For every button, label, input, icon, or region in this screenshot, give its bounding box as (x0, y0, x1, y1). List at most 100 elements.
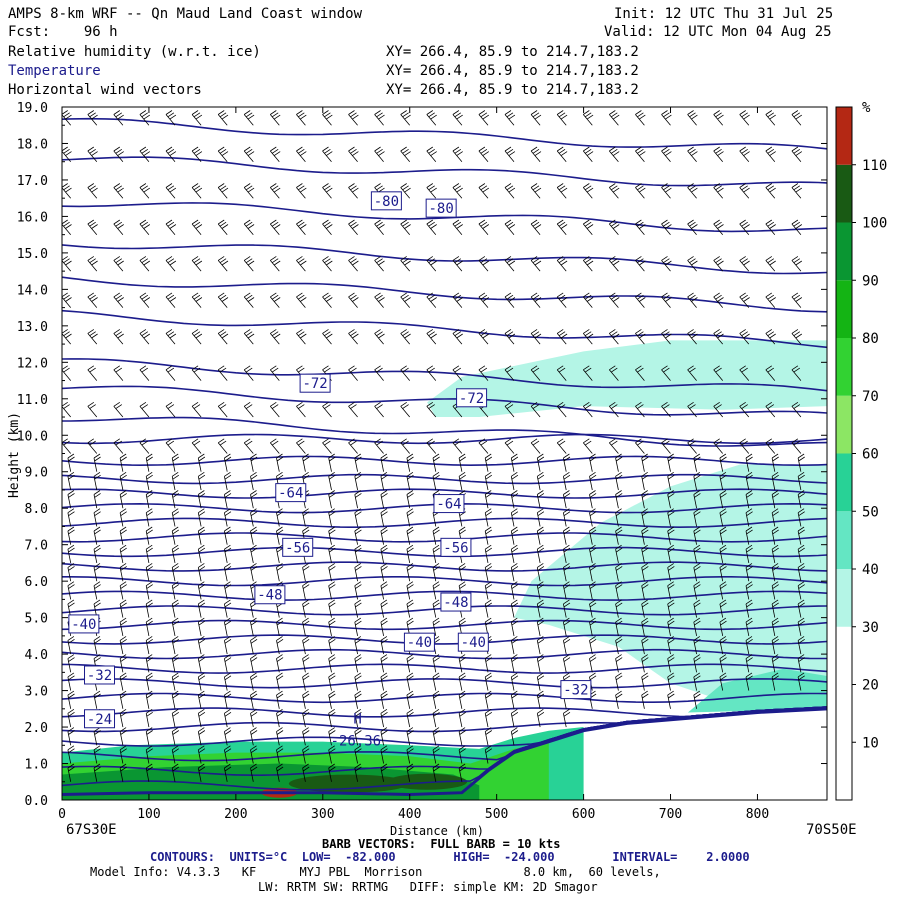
wind-barb (139, 401, 150, 418)
wind-barb (791, 329, 803, 345)
wind-barb (354, 471, 362, 491)
contour-label-box (84, 709, 116, 729)
wind-barb (400, 329, 411, 345)
y-tick-label: 16.0 (17, 210, 48, 225)
wind-barb (348, 365, 358, 381)
wind-barb (139, 329, 151, 345)
isotherm-26 (61, 358, 828, 392)
wind-barb (771, 563, 779, 582)
wind-barb (791, 256, 803, 272)
forecast-hour: Fcst: 96 h (8, 24, 118, 40)
wind-barb (719, 526, 727, 545)
wind-barb (484, 727, 493, 746)
wind-barb (328, 471, 336, 491)
wind-barb (719, 581, 727, 600)
contour-label: -80 (429, 201, 454, 217)
wind-barb (713, 365, 724, 381)
wind-barb (615, 471, 623, 491)
wind-barb (478, 438, 489, 454)
wind-barb (354, 508, 362, 527)
wind-barb (563, 581, 571, 600)
wind-barb (302, 763, 310, 782)
wind-barb (269, 219, 281, 235)
wind-barb (510, 581, 519, 600)
wind-barb (797, 599, 805, 618)
wind-barb (302, 599, 310, 618)
wind-barb (354, 745, 362, 764)
y-tick-label: 1.0 (25, 758, 48, 773)
wind-barb (687, 438, 697, 454)
wind-barb (426, 146, 437, 162)
wind-barb (432, 599, 440, 618)
wind-barb (426, 110, 437, 126)
wind-barb (93, 636, 101, 655)
wind-barb (197, 453, 206, 472)
wind-barb (641, 581, 649, 600)
wind-barb (615, 581, 623, 600)
wind-barb (145, 745, 153, 764)
wind-barb (582, 146, 594, 162)
wind-barb (224, 453, 232, 472)
wind-barb (536, 581, 545, 600)
wind-barb (119, 544, 127, 563)
wind-barb (380, 544, 388, 563)
wind-barb (771, 636, 779, 655)
wind-barb (615, 490, 623, 509)
wind-barb (87, 329, 98, 345)
init-time: Init: 12 UTC Thu 31 Jul 25 (614, 6, 834, 22)
wind-barb (641, 690, 649, 709)
wind-barb (93, 471, 101, 491)
wind-barb (661, 110, 672, 126)
wind-barb (250, 617, 258, 636)
wind-barb (589, 526, 597, 545)
wind-barb (530, 110, 542, 126)
wind-barb (556, 256, 568, 272)
wind-barb (406, 727, 414, 746)
contour-label-box (68, 614, 100, 634)
wind-barb (302, 727, 310, 746)
wind-barb (615, 636, 623, 655)
wind-barb (322, 292, 333, 308)
wind-barb (563, 563, 571, 582)
wind-barb (791, 365, 802, 381)
wind-barb (171, 453, 180, 472)
wind-barb (171, 672, 180, 691)
isotherm-9 (61, 648, 827, 660)
wind-barb (556, 292, 568, 308)
wind-barb (458, 745, 466, 764)
isotherm-31 (61, 156, 828, 187)
wind-barb (739, 438, 750, 454)
wind-barb (608, 146, 620, 162)
wind-barb (582, 183, 594, 199)
wind-barb (328, 690, 336, 709)
wind-barb (797, 563, 805, 582)
wind-barb (139, 146, 151, 162)
wind-barb (67, 708, 75, 728)
wind-barb (276, 508, 284, 527)
wind-barb (484, 508, 493, 527)
wind-barb (224, 508, 232, 527)
wind-barb (765, 256, 776, 272)
wind-barb (563, 471, 571, 491)
wind-barb (484, 654, 493, 673)
wind-barb (589, 581, 597, 600)
wind-barb (797, 654, 805, 673)
wind-barb (458, 763, 466, 782)
wind-barb (771, 490, 779, 509)
wind-barb (458, 453, 466, 472)
wind-barb (452, 183, 463, 199)
field-xy-rh: XY= 266.4, 85.9 to 214.7,183.2 (386, 44, 639, 60)
wind-barb (478, 219, 490, 235)
wind-barb (87, 183, 98, 199)
wind-barb (276, 672, 284, 691)
wind-barb (67, 690, 75, 709)
wind-barb (536, 636, 545, 655)
wind-barb (400, 438, 411, 454)
wind-barb (269, 256, 281, 272)
wind-barb (661, 438, 671, 454)
wind-barb (165, 146, 177, 162)
wind-barb (348, 329, 359, 345)
wind-barb (797, 544, 805, 563)
wind-barb (536, 654, 545, 673)
wind-barb (536, 690, 545, 709)
